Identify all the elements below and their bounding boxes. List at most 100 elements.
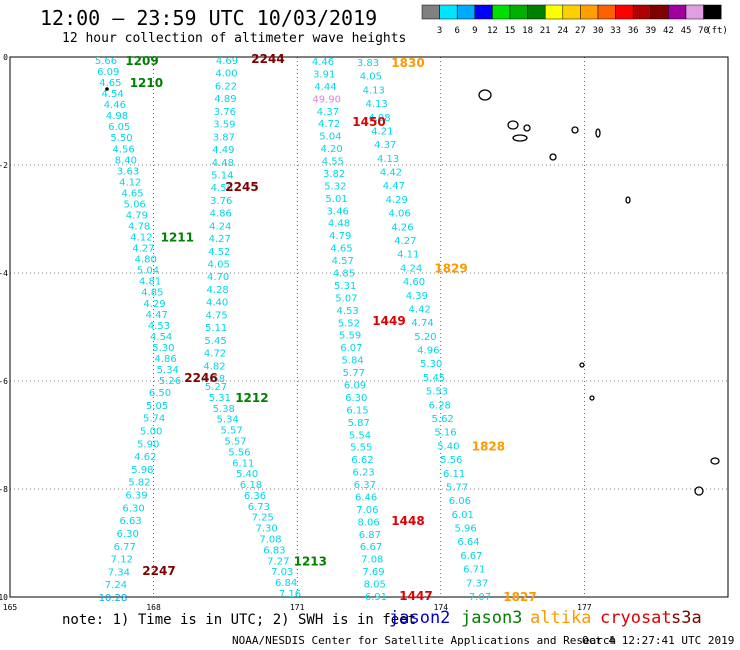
legend-swatch [703,4,722,20]
y-tick-label: -2 [0,161,8,170]
legend-bin-label: 24 [557,26,568,36]
legend-bin-label: 33 [610,26,621,36]
island-outline [549,153,557,161]
swh-label: 6.36 [244,491,266,502]
legend-bin-label: 9 [472,26,477,36]
swh-label: 6.28 [429,400,451,411]
island-outline [625,196,631,204]
swh-label: 4.49 [212,145,234,156]
swh-label: 4.70 [207,272,229,283]
swh-label: 4.20 [320,144,342,155]
swh-label: 3.82 [323,169,345,180]
swh-label: 5.82 [128,478,150,489]
swh-label: 7.08 [259,535,281,546]
swh-label: 6.18 [240,480,262,491]
swh-label: 4.79 [126,210,148,221]
swh-label: 5.01 [325,194,347,205]
swh-label: 8.06 [357,517,379,528]
swh-label: 4.55 [322,157,344,168]
swh-label: 4.27 [132,244,154,255]
swh-label: 4.06 [388,209,410,220]
swh-label: 6.06 [449,496,471,507]
swh-label: 4.13 [377,154,399,165]
island-outline [710,457,720,465]
swh-label: 5.40 [236,469,258,480]
swh-label: 4.52 [208,247,230,258]
island-outline [694,486,704,496]
swh-label: 7.24 [105,580,127,591]
swh-label: 4.69 [216,56,238,67]
island-outline [512,134,528,142]
swh-label: 5.66 [95,56,117,67]
island-outline [507,120,519,130]
swh-label: 6.11 [443,469,465,480]
swh-label: 4.47 [383,181,405,192]
footer-note: note: 1) Time is in UTC; 2) SWH is in fe… [62,612,417,628]
swh-label: 5.31 [209,393,231,404]
swh-label: 4.82 [203,361,225,372]
swh-label: 7.34 [108,567,130,578]
y-tick-label: -8 [0,485,8,494]
swh-label: 4.65 [99,78,121,89]
track-time-label: 1827 [503,590,536,604]
footer-credit: NOAA/NESDIS Center for Satellite Applica… [232,634,617,647]
x-tick-label: 177 [577,603,592,612]
swh-label: 6.07 [340,343,362,354]
legend-bin-label: 6 [454,26,459,36]
swh-label: 5.16 [434,428,456,439]
swh-label: 5.77 [446,482,468,493]
swh-label: 3.91 [313,69,335,80]
swh-label: 6.15 [346,405,368,416]
swh-label: 5.11 [205,323,227,334]
swh-label: 4.39 [406,291,428,302]
island-outline [571,126,579,134]
swh-label: 4.72 [318,119,340,130]
swh-label: 4.86 [154,354,176,365]
track-time-label: 1449 [372,314,405,328]
swh-label: 4.37 [317,107,339,118]
swh-label: 4.85 [333,269,355,280]
swh-label: 7.30 [255,524,277,535]
swh-label: 3.76 [210,196,232,207]
legend-bin-label: 27 [575,26,586,36]
swh-label: 4.89 [214,94,236,105]
swh-label: 5.54 [349,430,371,441]
swh-label: 5.59 [339,331,361,342]
swh-label: 4.13 [365,99,387,110]
y-tick-label: -4 [0,269,8,278]
swh-label: 7.25 [252,513,274,524]
swh-label: 4.24 [209,221,231,232]
track-time-label: 1213 [294,554,327,568]
swh-label: 6.67 [360,542,382,553]
swh-label: 5.84 [341,356,363,367]
satellite-label-altika: altika [530,608,592,628]
swh-label: 6.46 [355,492,377,503]
swh-label: 4.96 [417,346,439,357]
swh-label: 10.28 [99,593,128,604]
swh-label: 4.57 [332,256,354,267]
island-outline [595,128,601,138]
swh-label: 4.74 [411,318,433,329]
swh-label: 5.55 [350,443,372,454]
swh-label: 3.76 [214,107,236,118]
swh-label: 49.90 [312,94,341,105]
swh-label: 4.62 [134,452,156,463]
legend-bin-label: 21 [540,26,551,36]
legend-bin-label: 45 [681,26,692,36]
swh-label: 4.46 [104,100,126,111]
y-tick-label: -10 [0,593,8,602]
swh-label: 4.80 [135,255,157,266]
legend-bin-label: 70 [698,26,709,36]
x-tick-label: 174 [434,603,449,612]
track-time-label: 2247 [142,564,175,578]
swh-label: 5.56 [228,447,250,458]
track-time-label: 1829 [434,261,467,275]
swh-label: 5.34 [217,415,239,426]
swh-label: 7.07 [469,592,491,603]
swh-label: 4.42 [409,304,431,315]
swh-label: 4.75 [205,310,227,321]
swh-label: 6.37 [354,480,376,491]
color-legend: 3 6 9 12 15 18 21 24 27 30 33 36 39 42 45 70(ft) [421,4,728,36]
swh-label: 4.44 [314,82,336,93]
